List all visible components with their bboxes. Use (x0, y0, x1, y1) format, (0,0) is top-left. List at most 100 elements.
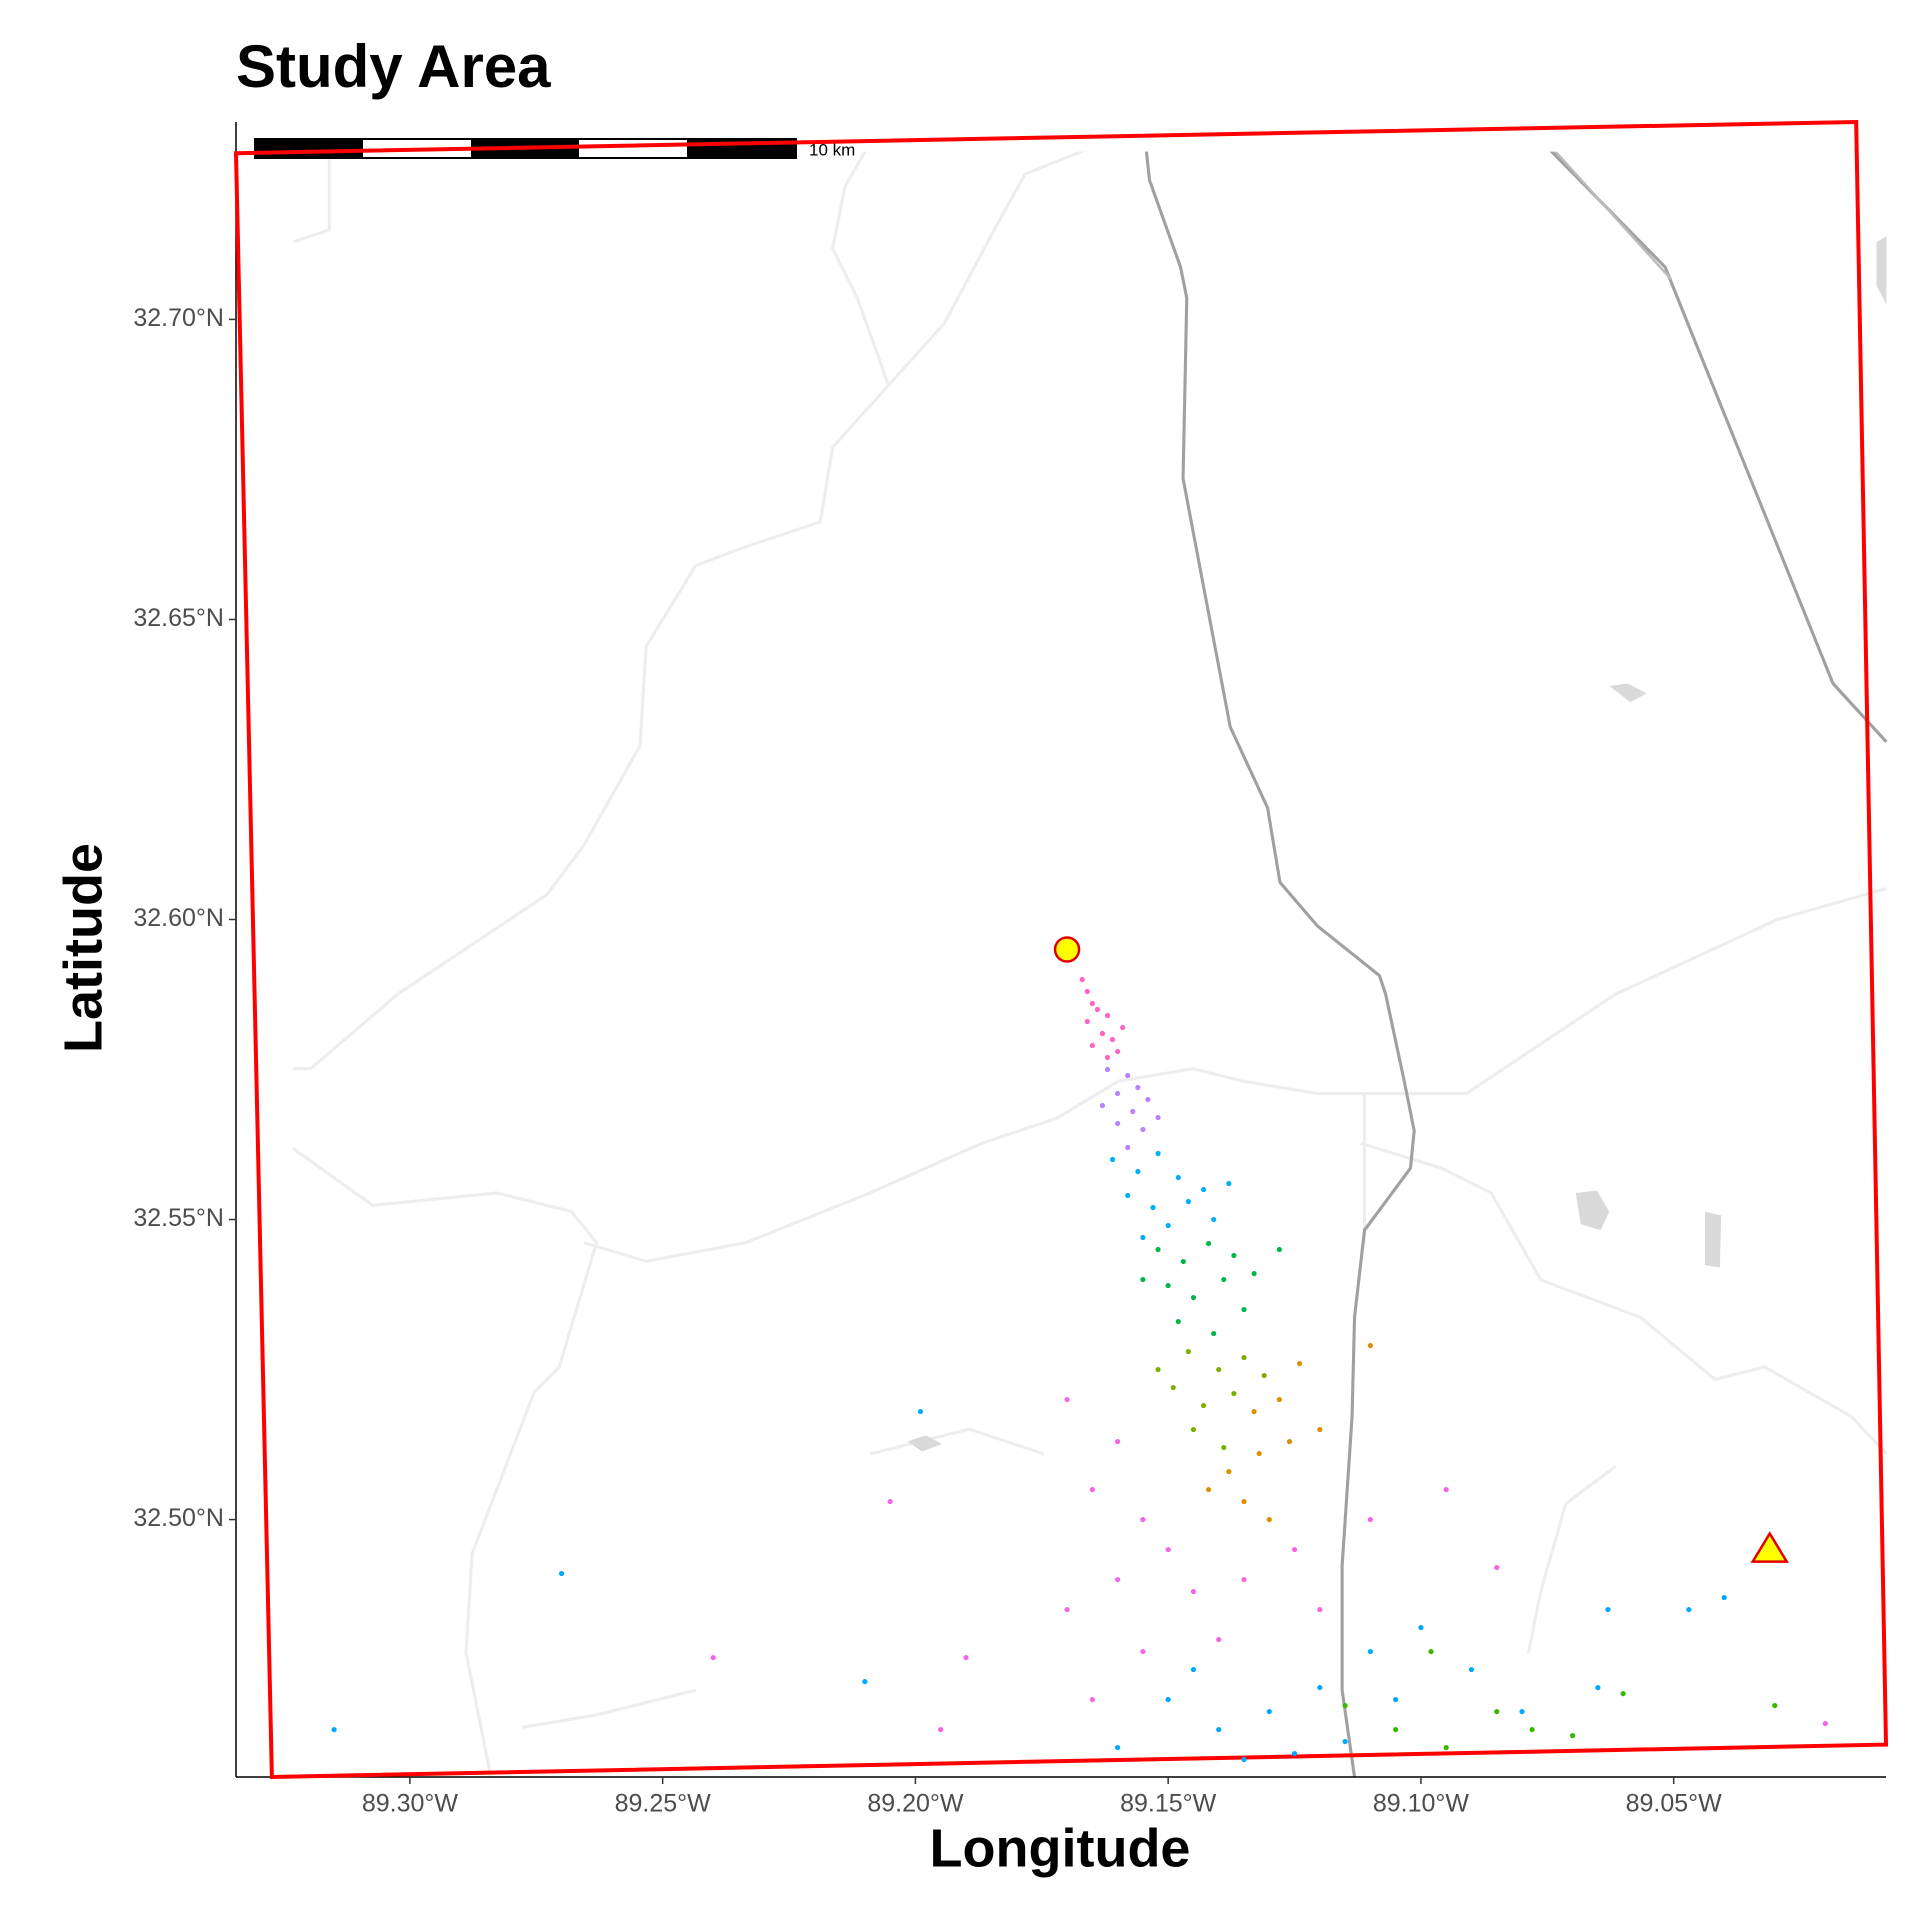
point (1120, 1024, 1126, 1031)
point (1185, 1198, 1191, 1205)
point (1241, 1354, 1247, 1361)
point (1089, 1042, 1095, 1049)
point (1721, 1594, 1727, 1601)
point (1185, 1348, 1191, 1355)
point (1150, 1204, 1156, 1211)
point (1231, 1390, 1237, 1397)
point (1125, 1072, 1131, 1079)
point (1367, 1516, 1373, 1523)
point (1115, 1120, 1121, 1127)
point (1251, 1408, 1257, 1415)
point (1125, 1144, 1131, 1151)
x-axis-label: Longitude (930, 1818, 1191, 1878)
point (1084, 1018, 1090, 1025)
x-tick-label: 89.15°W (1120, 1790, 1217, 1818)
x-tick-label: 89.30°W (362, 1790, 459, 1818)
point (1342, 1738, 1348, 1745)
x-tick-label: 89.05°W (1626, 1790, 1723, 1818)
point (1211, 1216, 1217, 1223)
point (1428, 1648, 1434, 1655)
point (1104, 1012, 1111, 1019)
point (1393, 1696, 1399, 1703)
point (1140, 1516, 1146, 1523)
point (1686, 1606, 1692, 1613)
point (862, 1678, 868, 1685)
point (1115, 1744, 1121, 1751)
point (1772, 1702, 1778, 1709)
point (1266, 1516, 1272, 1523)
point (1342, 1702, 1348, 1709)
point (1155, 1150, 1161, 1157)
point (1170, 1384, 1176, 1391)
point (1104, 1054, 1111, 1061)
point (1099, 1030, 1106, 1037)
y-tick-label: 32.70°N (133, 304, 224, 332)
point (1190, 1666, 1197, 1673)
point (710, 1654, 716, 1661)
scale-bar-label: 10 km (809, 140, 855, 159)
point (1276, 1246, 1282, 1253)
point (1595, 1684, 1601, 1691)
point (1221, 1444, 1227, 1451)
y-tick-label: 32.50°N (133, 1504, 224, 1532)
point (1216, 1726, 1222, 1733)
point (1276, 1396, 1282, 1403)
point (1231, 1252, 1237, 1259)
point (1165, 1696, 1171, 1703)
point (1165, 1546, 1171, 1553)
point (1317, 1426, 1323, 1433)
point (1261, 1372, 1267, 1379)
point (1094, 1006, 1100, 1013)
point (1089, 1000, 1095, 1007)
y-axis-label: Latitude (53, 843, 113, 1053)
point (1241, 1756, 1247, 1763)
point (1190, 1588, 1197, 1595)
point (1317, 1606, 1323, 1613)
y-tick-label: 32.65°N (133, 604, 224, 632)
point (1211, 1330, 1217, 1337)
point (1519, 1708, 1525, 1715)
point (1317, 1684, 1323, 1691)
point (1494, 1564, 1500, 1571)
point (1115, 1576, 1121, 1583)
point (1216, 1366, 1222, 1373)
x-tick-label: 89.20°W (867, 1790, 964, 1818)
point (1140, 1126, 1146, 1133)
point (963, 1654, 969, 1661)
point (1089, 1486, 1095, 1493)
point (1155, 1114, 1161, 1121)
point (1256, 1450, 1262, 1457)
point (1190, 1294, 1197, 1301)
point (1443, 1486, 1449, 1493)
point (1221, 1276, 1227, 1283)
point (1064, 1606, 1070, 1613)
point (1115, 1438, 1121, 1445)
x-tick-label: 89.10°W (1373, 1790, 1470, 1818)
point (331, 1726, 337, 1733)
point (1241, 1498, 1247, 1505)
point (1822, 1720, 1828, 1727)
point (1155, 1366, 1161, 1373)
point (1529, 1726, 1535, 1733)
point (1089, 1696, 1095, 1703)
point (1165, 1282, 1171, 1289)
point (1099, 1102, 1106, 1109)
point (1216, 1636, 1222, 1643)
y-tick-label: 32.55°N (133, 1204, 224, 1232)
base-map (293, 151, 1888, 1778)
point (1140, 1276, 1146, 1283)
point (1367, 1648, 1373, 1655)
point (1165, 1222, 1171, 1229)
point (1200, 1186, 1207, 1193)
point (1125, 1192, 1131, 1199)
point (917, 1408, 924, 1415)
point (1155, 1246, 1161, 1253)
point (1180, 1258, 1186, 1265)
point (1241, 1576, 1247, 1583)
point (1226, 1468, 1232, 1475)
point (1286, 1438, 1293, 1445)
point (1145, 1096, 1151, 1103)
point (1367, 1342, 1373, 1349)
point (938, 1726, 944, 1733)
